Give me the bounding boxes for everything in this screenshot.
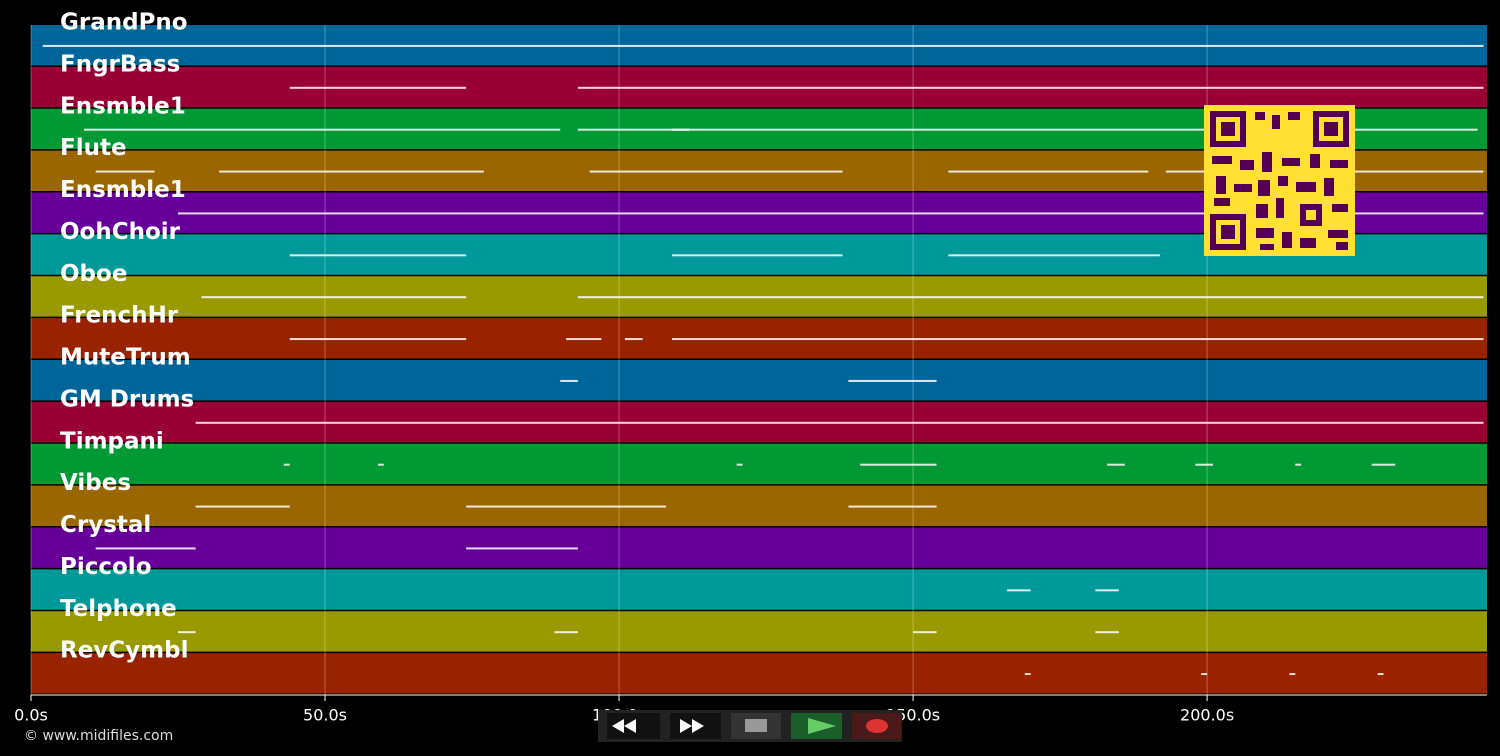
- note-span: [1095, 589, 1119, 592]
- track-band: [31, 611, 1487, 652]
- note-span: [195, 421, 1484, 424]
- note-span: [848, 379, 937, 382]
- note-span: [1295, 463, 1302, 466]
- note-span: [577, 128, 690, 131]
- note-span: [913, 631, 937, 634]
- note-span: [283, 463, 290, 466]
- note-span: [624, 338, 643, 341]
- note-span: [948, 254, 1161, 257]
- rewind-button[interactable]: [607, 713, 660, 739]
- note-span: [1095, 631, 1119, 634]
- track-label: Ensmble1: [60, 177, 186, 203]
- note-span: [1007, 589, 1031, 592]
- toolbar: [598, 710, 902, 742]
- track-label: Telphone: [60, 596, 177, 622]
- track-label: Timpani: [60, 428, 164, 454]
- track-label: FrenchHr: [60, 303, 179, 329]
- x-tick-label: 0.0s: [14, 706, 48, 725]
- play-button[interactable]: [791, 713, 842, 739]
- track-band: [31, 527, 1487, 568]
- note-span: [1195, 463, 1213, 466]
- track-labels: GrandPno FngrBass Ensmble1 Flute Ensmble1 Ooh…: [60, 10, 194, 664]
- note-span: [566, 338, 602, 341]
- note-span: [289, 338, 467, 341]
- note-span: [554, 631, 578, 634]
- track-label: Flute: [60, 135, 127, 161]
- note-span: [83, 128, 561, 131]
- note-span: [201, 296, 467, 299]
- track-band: [31, 569, 1487, 610]
- note-span: [1377, 673, 1384, 676]
- track-label: Vibes: [60, 470, 131, 496]
- track-label: FngrBass: [60, 51, 180, 77]
- note-span: [95, 170, 155, 173]
- note-span: [466, 547, 578, 550]
- note-span: [289, 86, 467, 89]
- track-label: Piccolo: [60, 554, 152, 580]
- note-span: [219, 170, 484, 173]
- note-span: [178, 631, 196, 634]
- track-label: Ensmble1: [60, 93, 186, 119]
- note-span: [577, 296, 1484, 299]
- note-span: [42, 44, 1484, 47]
- note-span: [466, 212, 1484, 215]
- note-span: [1371, 463, 1396, 466]
- track-label: RevCymbl: [60, 638, 189, 664]
- note-span: [671, 254, 843, 257]
- track-band: [31, 653, 1487, 694]
- copyright: © www.midifiles.com: [24, 728, 173, 744]
- x-tick-label: 50.0s: [303, 706, 347, 725]
- note-span: [1024, 673, 1031, 676]
- track-label: GrandPno: [60, 10, 188, 36]
- note-span: [948, 170, 1149, 173]
- note-span: [1289, 673, 1296, 676]
- grid: [30, 25, 1208, 695]
- note-span: [736, 463, 743, 466]
- track-label: OohChoir: [60, 219, 181, 245]
- note-span: [589, 170, 843, 173]
- fast-forward-button[interactable]: [670, 713, 721, 739]
- track-label: Oboe: [60, 261, 127, 287]
- note-span: [95, 547, 196, 550]
- note-span: [289, 254, 467, 257]
- note-span: [377, 463, 384, 466]
- track-label: Crystal: [60, 512, 151, 538]
- track-label: MuteTrum: [60, 345, 191, 371]
- note-span: [860, 463, 937, 466]
- stop-button[interactable]: [731, 713, 781, 739]
- note-span: [671, 338, 1484, 341]
- note-span: [195, 505, 290, 508]
- note-span: [466, 505, 667, 508]
- x-tick-label: 200.0s: [1180, 706, 1234, 725]
- track-band: [31, 360, 1487, 401]
- track-label: GM Drums: [60, 386, 194, 412]
- record-button[interactable]: [852, 713, 901, 739]
- note-span: [577, 86, 1484, 89]
- note-span: [671, 128, 937, 131]
- note-span: [178, 212, 467, 215]
- note-span: [1107, 463, 1125, 466]
- qr-code: [1204, 105, 1355, 256]
- track-band: [31, 443, 1487, 485]
- note-span: [1201, 673, 1208, 676]
- note-span: [848, 505, 937, 508]
- note-span: [560, 379, 578, 382]
